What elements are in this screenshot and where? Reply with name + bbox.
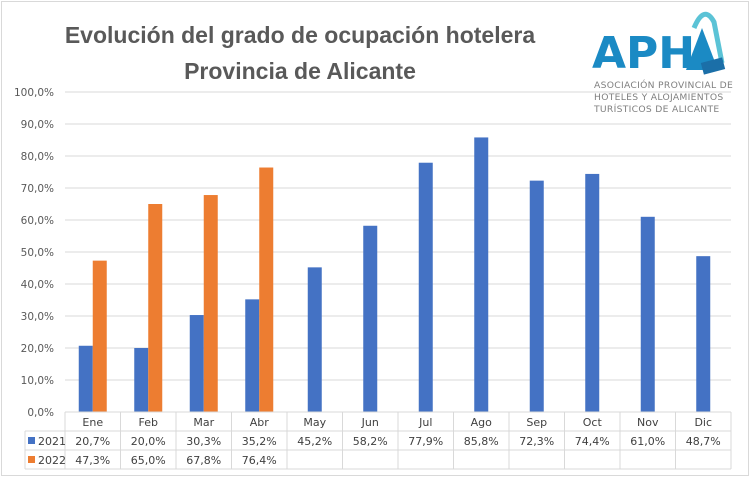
x-tick-label: Abr bbox=[250, 416, 270, 429]
y-tick-label: 20,0% bbox=[21, 343, 54, 355]
y-tick-label: 100,0% bbox=[14, 87, 54, 99]
x-tick-label: Nov bbox=[637, 416, 659, 429]
legend-label: 2021 bbox=[38, 435, 66, 448]
x-tick-label: Ene bbox=[82, 416, 103, 429]
bar-2021-Ago bbox=[474, 137, 489, 412]
bar-2022-Mar bbox=[203, 195, 218, 412]
bar-2021-Jun bbox=[363, 225, 378, 412]
apha-logo: APH bbox=[592, 11, 726, 79]
data-label: 77,9% bbox=[408, 435, 443, 448]
data-label: 76,4% bbox=[242, 454, 277, 467]
bar-2021-Oct bbox=[585, 173, 600, 412]
data-label: 61,0% bbox=[630, 435, 665, 448]
x-tick-label: Ago bbox=[471, 416, 493, 429]
x-tick-label: Sep bbox=[526, 416, 547, 429]
data-label: 48,7% bbox=[686, 435, 721, 448]
bar-2021-Sep bbox=[529, 180, 544, 412]
bar-2021-Dic bbox=[696, 256, 711, 412]
y-tick-label: 10,0% bbox=[21, 375, 54, 387]
data-label: 35,2% bbox=[242, 435, 277, 448]
data-label: 58,2% bbox=[353, 435, 388, 448]
y-tick-label: 70,0% bbox=[21, 183, 54, 195]
data-label: 20,0% bbox=[131, 435, 166, 448]
bar-2021-Ene bbox=[78, 345, 93, 412]
svg-text:APH: APH bbox=[592, 28, 695, 79]
y-tick-label: 40,0% bbox=[21, 279, 54, 291]
bar-2021-May bbox=[307, 267, 322, 412]
data-label: 30,3% bbox=[186, 435, 221, 448]
data-label: 85,8% bbox=[464, 435, 499, 448]
y-tick-label: 60,0% bbox=[21, 215, 54, 227]
bar-2021-Abr bbox=[245, 299, 260, 412]
data-label: 72,3% bbox=[519, 435, 554, 448]
bar-2021-Nov bbox=[640, 216, 655, 412]
legend-label: 2022 bbox=[38, 454, 66, 467]
chart-title-line-1: Evolución del grado de ocupación hoteler… bbox=[64, 22, 536, 48]
data-label: 47,3% bbox=[75, 454, 110, 467]
x-tick-label: Mar bbox=[193, 416, 214, 429]
y-tick-label: 80,0% bbox=[21, 151, 54, 163]
bar-2021-Jul bbox=[418, 162, 433, 412]
y-tick-label: 30,0% bbox=[21, 311, 54, 323]
bar-2021-Mar bbox=[189, 315, 204, 412]
x-tick-label: May bbox=[303, 416, 326, 429]
data-label: 45,2% bbox=[297, 435, 332, 448]
y-tick-label: 50,0% bbox=[21, 247, 54, 259]
bar-2021-Feb bbox=[134, 348, 149, 412]
x-tick-label: Oct bbox=[583, 416, 603, 429]
x-tick-label: Jul bbox=[418, 416, 432, 429]
x-tick-label: Dic bbox=[694, 416, 712, 429]
x-tick-label: Feb bbox=[139, 416, 158, 429]
logo-text-line-3: TURÍSTICOS DE ALICANTE bbox=[594, 104, 720, 115]
data-label: 67,8% bbox=[186, 454, 221, 467]
data-label: 20,7% bbox=[75, 435, 110, 448]
bar-2022-Feb bbox=[148, 204, 163, 412]
logo-text-line-1: ASOCIACIÓN PROVINCIAL DE bbox=[594, 80, 734, 91]
y-tick-label: 0,0% bbox=[27, 407, 54, 419]
bar-2022-Ene bbox=[92, 260, 107, 412]
chart-title-line-2: Provincia de Alicante bbox=[184, 58, 416, 84]
legend-key-2022 bbox=[28, 456, 35, 463]
logo-text-line-2: HOTELES Y ALOJAMIENTOS bbox=[594, 92, 724, 103]
data-label: 74,4% bbox=[575, 435, 610, 448]
y-tick-label: 90,0% bbox=[21, 119, 54, 131]
x-tick-label: Jun bbox=[361, 416, 379, 429]
legend-key-2021 bbox=[28, 437, 35, 444]
data-label: 65,0% bbox=[131, 454, 166, 467]
bar-2022-Abr bbox=[259, 167, 274, 412]
